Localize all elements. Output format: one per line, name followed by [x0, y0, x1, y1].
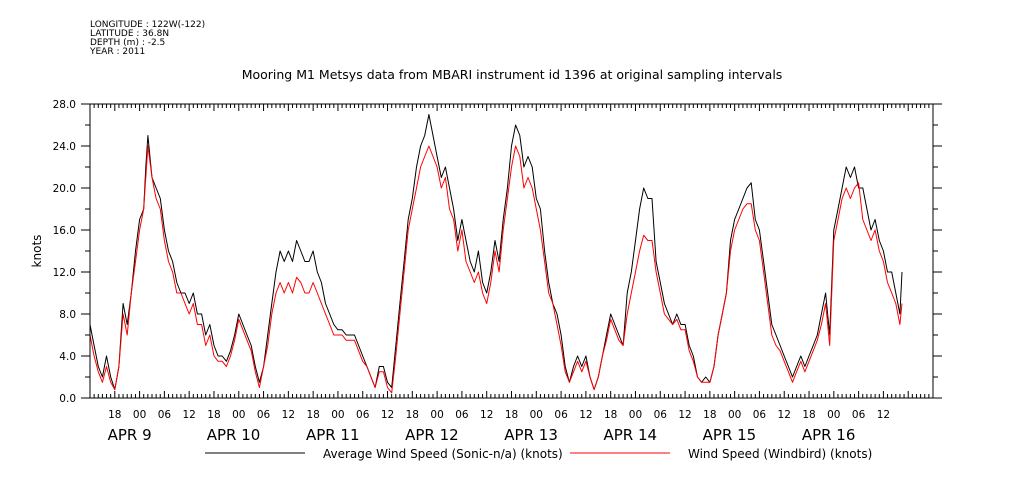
x-tick-label: 00 — [629, 409, 642, 421]
y-tick-labels: 0.0 4.0 8.0 12.0 16.0 20.0 24.0 28.0 — [53, 99, 76, 405]
x-tick-label: 06 — [356, 409, 370, 421]
x-tick-label: 00 — [232, 409, 245, 421]
x-tick-label: 00 — [530, 409, 543, 421]
year-text: YEAR : 2011 — [90, 47, 146, 57]
x-tick-label: 06 — [554, 409, 568, 421]
day-label: APR 14 — [603, 426, 657, 444]
x-tick-label: 00 — [728, 409, 741, 421]
legend-label-sonic: Average Wind Speed (Sonic-n/a) (knots) — [323, 447, 563, 461]
day-label: APR 10 — [207, 426, 261, 444]
x-tick-label: 06 — [852, 409, 866, 421]
y-tick-label: 8.0 — [59, 309, 76, 321]
legend-label-windbird: Wind Speed (Windbird) (knots) — [688, 447, 872, 461]
x-tick-label: 18 — [604, 409, 617, 421]
y-tick-label: 0.0 — [59, 393, 76, 405]
x-tick-label: 18 — [802, 409, 815, 421]
x-tick-label: 12 — [579, 409, 592, 421]
day-label: APR 12 — [405, 426, 459, 444]
x-tick-label: 06 — [257, 409, 271, 421]
x-tick-label: 18 — [406, 409, 419, 421]
day-label: APR 16 — [802, 426, 856, 444]
y-tick-label: 12.0 — [53, 267, 76, 279]
x-tick-label: 06 — [158, 409, 172, 421]
ticks-layer — [81, 103, 942, 399]
y-tick-label: 4.0 — [59, 351, 76, 363]
metadata-block: LONGITUDE : 122W(-122) LATITUDE : 36.8N … — [90, 21, 205, 57]
x-tick-label: 00 — [331, 409, 344, 421]
x-tick-label: 06 — [753, 409, 767, 421]
x-tick-label: 12 — [877, 409, 890, 421]
y-tick-label: 28.0 — [53, 99, 76, 111]
series-line-windbird — [89, 145, 903, 394]
y-tick-label: 16.0 — [53, 225, 76, 237]
x-tick-label: 12 — [381, 409, 394, 421]
x-tick-label: 12 — [282, 409, 295, 421]
x-tick-label: 18 — [207, 409, 220, 421]
x-tick-label: 12 — [480, 409, 493, 421]
x-tick-label: 12 — [182, 409, 195, 421]
y-tick-label: 24.0 — [53, 141, 76, 153]
x-tick-label: 18 — [306, 409, 319, 421]
x-tick-label: 12 — [678, 409, 691, 421]
day-labels: APR 9 APR 10 APR 11 APR 12 APR 13 APR 14 APR 1… — [108, 426, 856, 444]
x-tick-label: 00 — [827, 409, 840, 421]
chart-title: Mooring M1 Metsys data from MBARI instru… — [242, 67, 783, 82]
series-line-sonic — [89, 114, 903, 391]
day-label: APR 15 — [703, 426, 757, 444]
x-tick-label: 12 — [778, 409, 791, 421]
day-label: APR 11 — [306, 426, 360, 444]
depth-text: DEPTH (m) : -2.5 — [90, 38, 166, 48]
x-tick-label: 00 — [430, 409, 443, 421]
y-tick-label: 20.0 — [53, 183, 76, 195]
latitude-text: LATITUDE : 36.8N — [90, 29, 170, 39]
x-tick-labels: 18 00 06 12 18 00 06 12 18 00 06 12 18 00 06 12 18 00 06 12… — [108, 409, 890, 421]
x-tick-label: 18 — [108, 409, 121, 421]
day-label: APR 13 — [504, 426, 558, 444]
day-label: APR 9 — [108, 426, 152, 444]
legend: Average Wind Speed (Sonic-n/a) (knots) W… — [205, 447, 872, 461]
x-tick-label: 18 — [703, 409, 716, 421]
x-tick-label: 00 — [133, 409, 146, 421]
y-axis-label: knots — [30, 235, 44, 268]
x-tick-label: 06 — [654, 409, 668, 421]
series-layer — [89, 114, 903, 394]
x-tick-label: 18 — [505, 409, 518, 421]
x-tick-label: 06 — [455, 409, 469, 421]
plot-frame — [89, 103, 934, 399]
longitude-text: LONGITUDE : 122W(-122) — [90, 20, 206, 30]
